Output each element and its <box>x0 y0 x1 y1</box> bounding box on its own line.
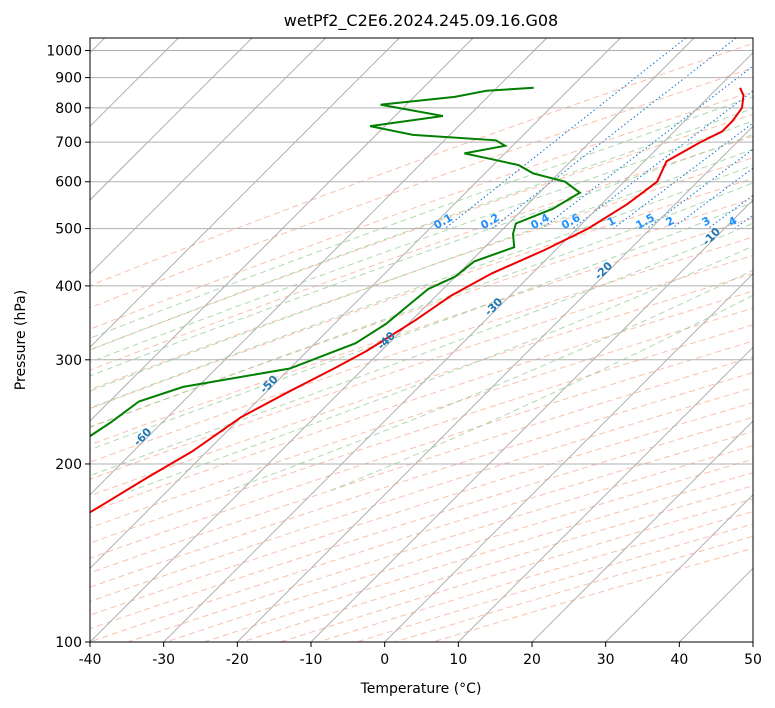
dry-adiabat <box>90 340 753 559</box>
x-tick-label: 30 <box>597 652 615 668</box>
y-tick-label: 700 <box>55 135 82 151</box>
axes: -40 -30 -20 -10 0 10 20 30 40 50 100 200 300 400 500 60… <box>46 44 762 668</box>
y-tick-label: 100 <box>55 635 82 651</box>
dry-adiabat <box>90 177 753 410</box>
isotherm-line <box>90 38 621 570</box>
x-tick-label: 0 <box>380 652 389 668</box>
x-tick-label: 50 <box>744 652 762 668</box>
y-tick-label: 200 <box>55 457 82 473</box>
x-tick-label: 10 <box>449 652 467 668</box>
moist-adiabat <box>90 133 753 377</box>
dry-adiabat <box>90 157 753 391</box>
isotherm-line <box>457 346 753 642</box>
moist-adiabat <box>90 164 753 409</box>
dry-adiabat <box>90 387 753 602</box>
x-tick-label: -10 <box>300 652 323 668</box>
isotherm-line <box>90 38 253 201</box>
dry-adiabat <box>90 67 753 309</box>
x-tick-label: -20 <box>226 652 249 668</box>
isotherm-line <box>605 493 753 642</box>
isotherm-line <box>90 38 695 642</box>
dewpoint-line <box>90 86 582 438</box>
x-tick-label: -30 <box>152 652 175 668</box>
y-tick-label: 400 <box>55 279 82 295</box>
isotherm-line <box>90 38 327 275</box>
dry-adiabat <box>90 217 753 446</box>
x-tick-label: 20 <box>523 652 541 668</box>
moist-adiabat <box>90 107 753 351</box>
dry-adiabat <box>90 42 753 287</box>
dry-adiabat <box>90 307 753 529</box>
x-tick-label: 40 <box>670 652 688 668</box>
dry-adiabat <box>90 356 753 574</box>
mixing-ratio-line <box>671 167 753 230</box>
isotherm-line <box>310 199 753 642</box>
y-tick-label: 500 <box>55 222 82 238</box>
y-tick-label: 900 <box>55 71 82 87</box>
isotherm-line <box>531 420 753 642</box>
dry-adiabat <box>90 254 753 480</box>
y-tick-label: 600 <box>55 175 82 191</box>
grid-lines <box>90 38 753 642</box>
y-tick-label: 1000 <box>46 44 82 60</box>
isotherm-line <box>384 272 753 642</box>
moist-adiabat <box>90 182 753 428</box>
x-axis-label: Temperature (°C) <box>360 681 482 697</box>
mixing-ratio-line <box>541 65 753 230</box>
y-axis-label: Pressure (hPa) <box>13 290 29 390</box>
y-tick-label: 300 <box>55 353 82 369</box>
background-lines <box>90 38 753 642</box>
isotherm-line <box>90 38 474 422</box>
temperature-line <box>90 87 745 514</box>
mixing-ratio-line <box>572 90 753 230</box>
x-tick-label: -40 <box>79 652 102 668</box>
plot-frame <box>89 37 754 643</box>
moist-adiabat <box>130 245 753 492</box>
dry-adiabat <box>90 273 753 497</box>
isotherm-line <box>90 38 548 496</box>
isotherm-line <box>163 51 753 642</box>
isotherm-line <box>90 38 400 349</box>
data-lines <box>90 86 745 514</box>
chart-title: wetPf2_C2E6.2024.245.09.16.G08 <box>284 11 558 31</box>
y-tick-label: 800 <box>55 101 82 117</box>
moist-adiabat <box>90 222 753 477</box>
isotherm-line <box>236 125 753 642</box>
